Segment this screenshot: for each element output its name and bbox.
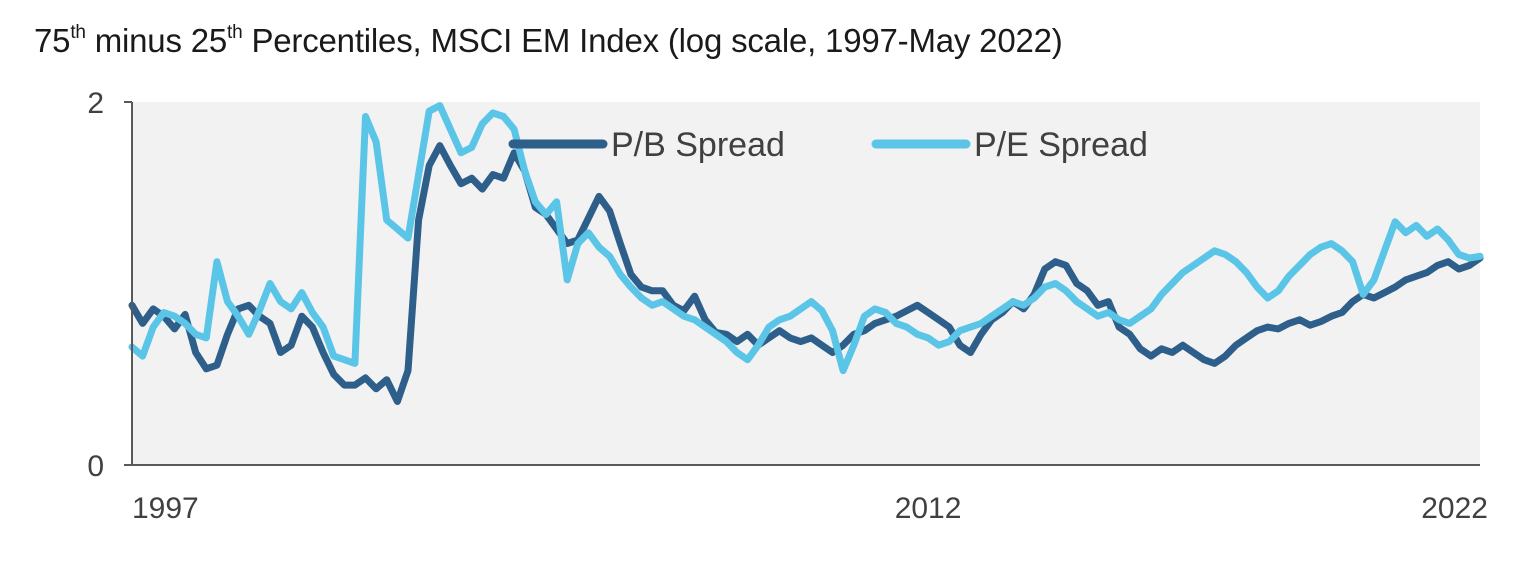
title-sup-2: th bbox=[227, 22, 243, 43]
x-tick-label: 2012 bbox=[895, 492, 962, 525]
y-axis: 02 bbox=[87, 87, 132, 483]
series-layer bbox=[128, 102, 1484, 405]
title-sup-1: th bbox=[70, 22, 86, 43]
legend-label: P/E Spread bbox=[974, 126, 1148, 164]
title-part-3: Percentiles, MSCI EM Index (log scale, 1… bbox=[242, 22, 1063, 59]
series-line-pe-spread bbox=[128, 102, 1484, 375]
legend-label: P/B Spread bbox=[611, 126, 785, 164]
chart-title: 75th minus 25th Percentiles, MSCI EM Ind… bbox=[34, 22, 1063, 60]
plot-area bbox=[132, 102, 1480, 465]
series-line-pb-spread bbox=[128, 142, 1484, 405]
x-tick-label: 1997 bbox=[132, 492, 199, 525]
x-axis: 1997 2012 2022 bbox=[132, 492, 1488, 525]
y-tick-label: 0 bbox=[87, 450, 104, 483]
title-part-1: 75 bbox=[34, 22, 71, 59]
legend: P/B Spread P/E Spread bbox=[508, 126, 1148, 164]
title-part-2: minus 25 bbox=[85, 22, 228, 59]
y-tick-label: 2 bbox=[87, 87, 104, 120]
x-tick-label: 2022 bbox=[1421, 492, 1488, 525]
